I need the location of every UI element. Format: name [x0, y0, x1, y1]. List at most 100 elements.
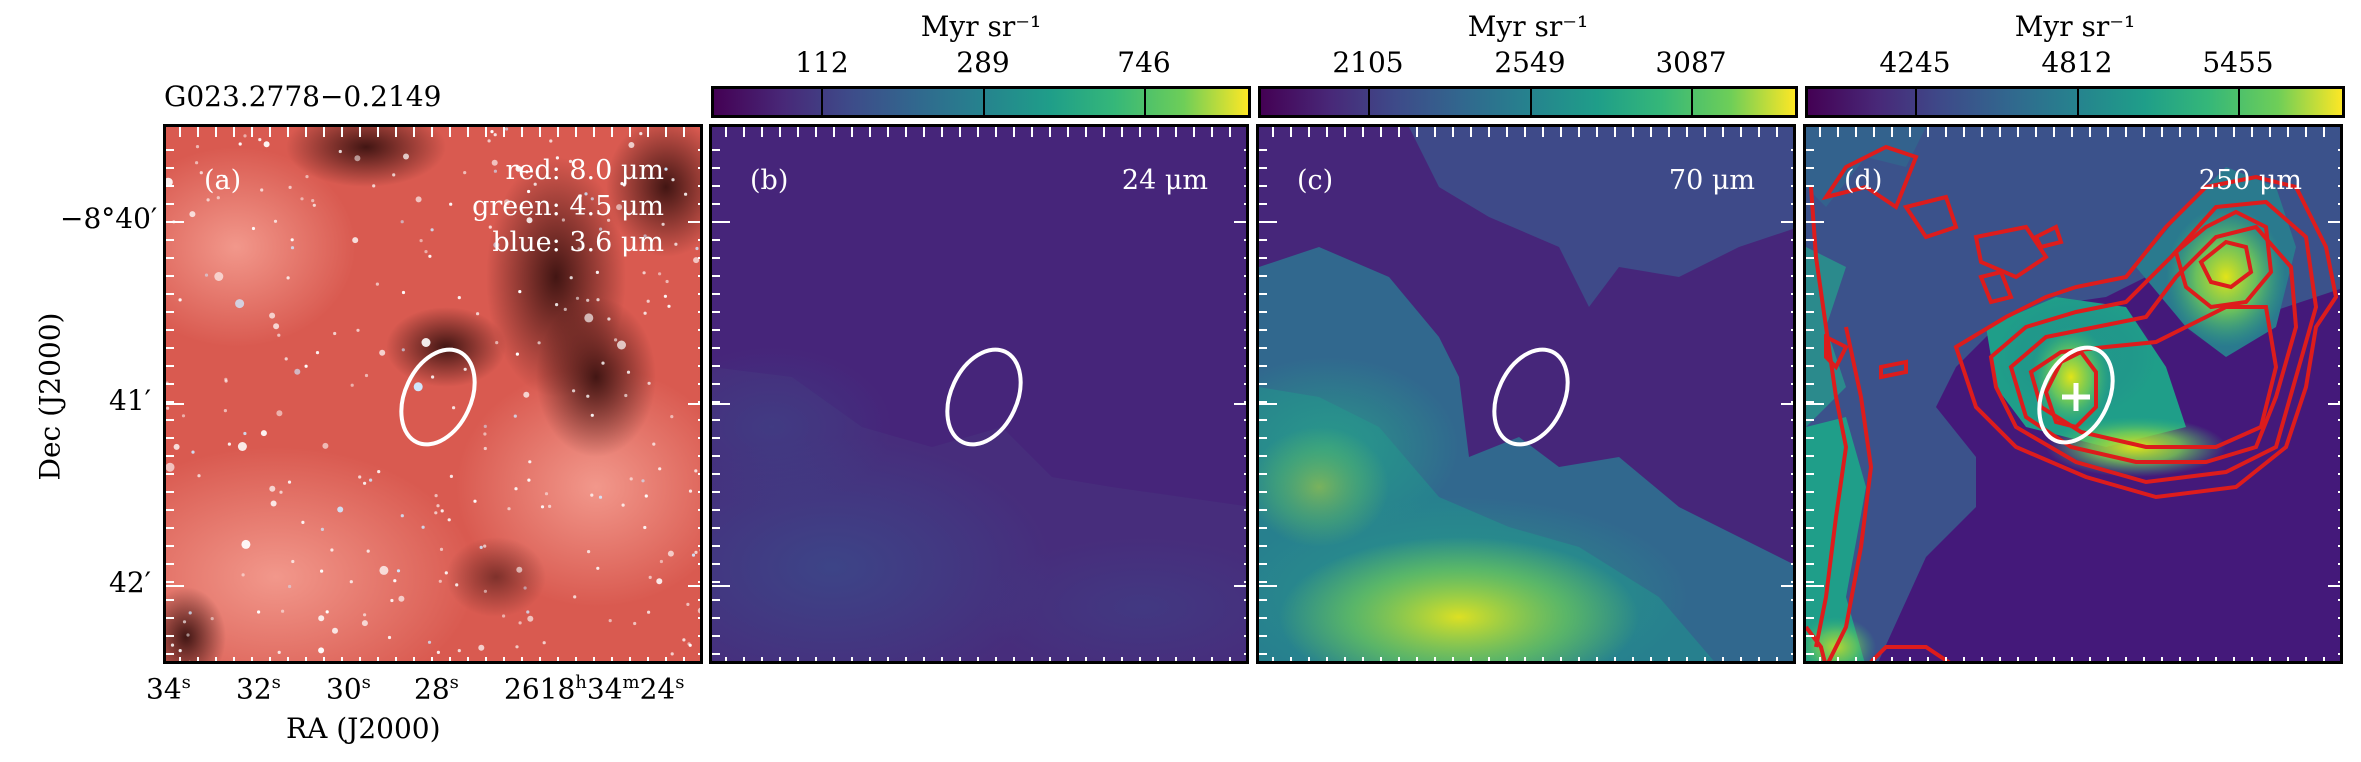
star [633, 621, 637, 626]
source-ellipse [2037, 345, 2115, 445]
star [241, 539, 251, 549]
star [622, 183, 626, 187]
star [400, 514, 404, 518]
star [515, 352, 519, 356]
star [170, 643, 175, 647]
star [364, 373, 369, 378]
star [513, 414, 517, 418]
star [396, 569, 401, 573]
star [563, 307, 567, 311]
star [507, 507, 511, 511]
star [415, 196, 422, 203]
star [178, 649, 182, 653]
star [223, 409, 227, 413]
star [643, 525, 647, 530]
star [257, 610, 261, 614]
star [569, 276, 573, 280]
star [573, 595, 577, 599]
star [186, 633, 190, 637]
star [671, 178, 675, 182]
peak-marker [2062, 383, 2090, 411]
star [191, 450, 195, 454]
panel-label: (b) [750, 165, 789, 196]
star [419, 239, 423, 243]
star [440, 509, 444, 513]
panel-label: (a) [204, 165, 242, 196]
star [693, 257, 700, 264]
star [279, 490, 283, 494]
star [682, 638, 686, 642]
star [688, 489, 693, 493]
star [568, 159, 573, 163]
star [273, 323, 280, 330]
star [493, 169, 497, 173]
star [166, 406, 170, 410]
star [333, 331, 337, 336]
star [312, 203, 316, 207]
star [652, 442, 656, 446]
star [290, 246, 295, 250]
panel-d-250um-map: (d) 250 μm [1803, 124, 2343, 664]
star [304, 364, 308, 368]
star [444, 571, 448, 575]
panel-label: (c) [1297, 165, 1334, 196]
colorbar-tick-label: 5455 [2202, 46, 2274, 79]
star [483, 544, 487, 548]
star [575, 296, 580, 300]
star [195, 145, 200, 149]
star [338, 149, 342, 154]
star [216, 196, 220, 200]
star [428, 254, 432, 258]
star [648, 575, 652, 579]
star [263, 141, 270, 148]
colorbar-c [1258, 86, 1798, 118]
star [195, 161, 199, 165]
star [356, 328, 360, 332]
star [487, 139, 491, 143]
star [525, 170, 529, 174]
star [372, 184, 376, 188]
star [337, 506, 344, 513]
star [294, 368, 301, 375]
x-tick-label: 34s [146, 672, 191, 706]
star [483, 589, 487, 593]
star [350, 383, 354, 387]
wavelength-label: 250 μm [2198, 165, 2302, 196]
star [641, 479, 645, 483]
star [608, 619, 612, 623]
star [483, 432, 487, 436]
star [349, 580, 353, 584]
star [379, 565, 389, 575]
star [243, 134, 247, 138]
star [449, 202, 453, 206]
star [490, 130, 494, 134]
star [694, 550, 698, 554]
y-tick-label: 42′ [109, 566, 151, 599]
star [617, 340, 626, 350]
star [590, 197, 594, 201]
star [691, 553, 696, 557]
star [643, 234, 647, 238]
star [421, 525, 425, 529]
star [238, 142, 242, 146]
star [178, 298, 182, 302]
star [188, 611, 192, 615]
star [224, 377, 228, 381]
star [527, 189, 531, 194]
star [544, 492, 549, 496]
star [393, 579, 397, 583]
star [629, 477, 633, 481]
star [204, 273, 209, 277]
star [661, 222, 665, 226]
star [291, 559, 295, 564]
x-tick-label: 28s [414, 672, 459, 706]
y-tick-label: 41′ [109, 384, 151, 417]
star [549, 139, 553, 143]
star [523, 391, 530, 398]
star [548, 504, 552, 508]
star [438, 579, 442, 583]
star [537, 341, 541, 345]
panel-b-24um-map: (b) 24 μm [709, 124, 1249, 664]
star [457, 649, 461, 653]
star [596, 298, 600, 302]
